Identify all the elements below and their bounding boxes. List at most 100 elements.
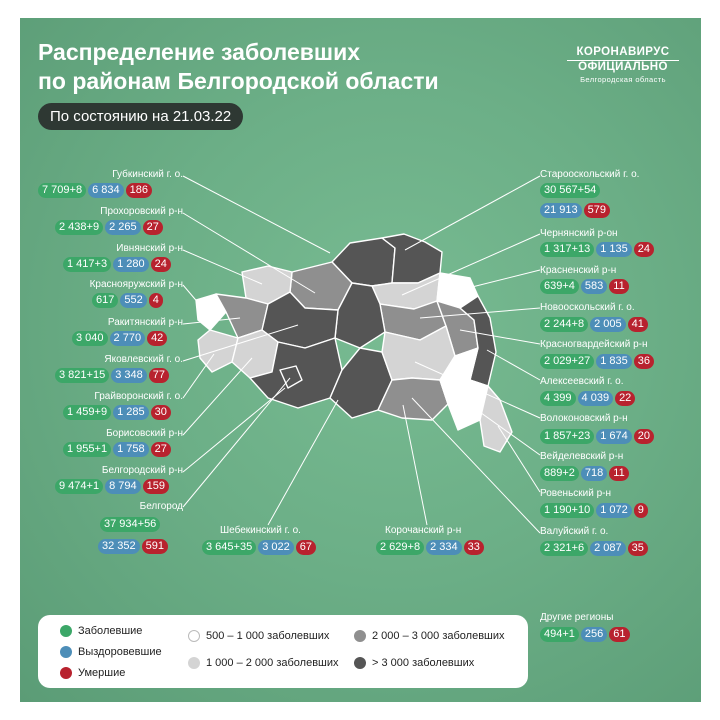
legend-range3-dot [354,630,366,642]
district-stats: 2 029+27 1 835 36 [540,354,656,369]
leader-line [467,269,541,289]
recovered-value: 1 072 [596,503,632,518]
logo-line-2: ОФИЦИАЛЬНО [578,61,668,73]
recovered-value: 4 039 [577,391,614,406]
recovered-value: 2 334 [426,540,462,555]
recovered-value: 2 087 [590,541,626,556]
cases-value: 889+2 [540,466,579,481]
district-label: Прохоровский р-н [100,206,183,217]
district-label: Белгородский р-н [101,465,183,476]
deaths-value: 42 [147,331,168,346]
map-district-grayvoron [197,329,239,373]
deaths-value: 11 [609,466,629,481]
legend-cases-dot [60,625,72,637]
leader-line [401,233,541,296]
district-label: Алексеевский г. о. [540,376,624,387]
district-stats: 1 417+3 1 280 24 [63,257,173,272]
leader-line [182,357,253,436]
district-stats: 32 352 591 [98,539,170,554]
cases-value: 3 645+35 [202,540,257,555]
leader-line [182,353,215,399]
recovered-value: 32 352 [98,539,140,554]
cases-value: 1 417+3 [63,257,112,272]
cases-value: 2 029+27 [540,354,595,369]
map-district-borisovka [231,329,279,379]
cases-value: 3 040 [72,331,108,346]
cases-value: 1 955+1 [63,442,112,457]
district-stats: 1 955+1 1 758 27 [63,442,173,457]
district-stats: 37 934+56 [100,517,162,532]
district-label: Красногвардейский р-н [540,339,648,350]
leader-line [182,212,316,294]
deaths-value: 24 [633,242,654,257]
district-stats: 639+4 583 11 [540,279,631,294]
legend-range4-label: > 3 000 заболевших [372,657,475,669]
recovered-value: 2 265 [105,220,141,235]
district-stats: 3 040 2 770 42 [72,331,169,346]
legend-range2-dot [188,657,200,669]
district-stats: 3 645+35 3 022 67 [202,540,318,555]
district-stats: 889+2 718 11 [540,466,631,481]
recovered-value: 1 674 [596,429,632,444]
cases-value: 2 629+8 [376,540,425,555]
district-stats: 3 821+15 3 348 77 [55,368,171,383]
title-line-1: Распределение заболевших [38,39,360,65]
district-stats: 4 399 4 039 22 [540,391,637,406]
cases-value: 1 857+23 [540,429,595,444]
legend-recovered-dot [60,646,72,658]
district-label: Ивнянский р-н [116,243,183,254]
district-stats: 9 474+1 8 794 159 [55,479,171,494]
leader-line [497,425,541,493]
deaths-value: 36 [633,354,654,369]
district-stats: 1 190+10 1 072 9 [540,503,650,518]
district-label: Старооскольский г. о. [540,169,640,180]
leader-line [182,175,331,254]
legend-recovered-label: Выздоровевшие [78,646,162,658]
district-label: Ровеньский р-н [540,488,612,499]
leader-line [182,284,207,313]
deaths-value: 186 [125,183,152,198]
legend-range4-dot [354,657,366,669]
deaths-value: 27 [150,442,171,457]
leader-line [182,249,263,285]
cases-value: 1 190+10 [540,503,595,518]
cases-value: 617 [92,293,119,308]
legend-range2-label: 1 000 – 2 000 заболевших [206,657,339,669]
recovered-value: 21 913 [540,203,582,218]
leader-line [182,377,291,508]
other-regions-stats: 494+1 256 61 [540,627,632,642]
recovered-value: 718 [580,466,608,481]
recovered-value: 1 280 [113,257,149,272]
deaths-value: 579 [583,203,611,218]
logo-line-1: КОРОНАВИРУС [567,46,679,61]
leader-line [182,317,241,325]
district-label: Краснояружский р-н [89,279,183,290]
district-label: Грайворонский г. о. [94,391,183,402]
cases-value: 3 821+15 [55,368,110,383]
other-regions-label: Другие регионы [540,612,614,623]
recovered-value: 1 135 [596,242,632,257]
district-label: Корочанский р-н [385,525,462,536]
leader-line [404,175,541,251]
district-stats: 617 552 4 [92,293,165,308]
district-label: Валуйский г. о. [540,526,609,537]
recovered-value: 6 834 [88,183,124,198]
district-stats: 1 459+9 1 285 30 [63,405,173,420]
recovered-value: 3 022 [258,540,294,555]
legend: Заболевшие Выздоровевшие Умершие 500 – 1… [38,615,528,688]
logo-line-3: Белгородская область [580,75,666,84]
cases-value: 2 321+6 [540,541,589,556]
cases-value: 7 709+8 [38,183,87,198]
district-label: Шебекинский г. о. [220,525,301,536]
cases-value: 1 317+13 [540,242,595,257]
district-label: Ракитянский р-н [107,317,183,328]
district-label: Яковлевский г. о. [104,354,183,365]
cases-value: 2 244+8 [540,317,589,332]
district-label: Красненский р-н [540,265,617,276]
deaths-value: 35 [627,541,648,556]
legend-range1-dot [188,630,200,642]
title-line-2: по районам Белгородской области [38,68,439,94]
district-label: Чернянский р-он [540,228,618,239]
district-stats: 2 321+6 2 087 35 [540,541,650,556]
recovered-value: 1 758 [113,442,149,457]
